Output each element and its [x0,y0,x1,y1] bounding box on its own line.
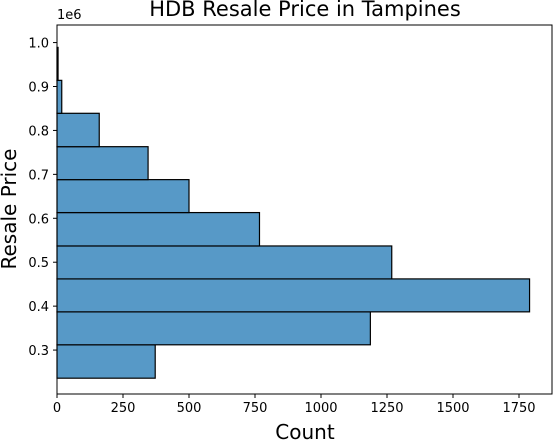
y-tick-label: 0.6 [28,212,49,227]
histogram-bar [56,79,63,114]
y-tick-label: 0.4 [28,300,49,315]
x-tick-label: 250 [111,401,136,416]
x-axis-ticks: 0 250 500 750 1000 1250 1500 1750 [53,394,536,416]
y-tick-label: 0.7 [28,168,49,183]
y-tick-label: 0.5 [28,256,49,271]
y-tick-label: 0.9 [28,81,49,96]
y-tick-label: 0.8 [28,124,49,139]
histogram-bar [56,278,531,313]
histogram-bar [56,211,261,247]
x-tick-label: 1750 [502,401,535,416]
y-offset-label: 1e6 [57,8,82,23]
x-tick-label: 1000 [304,401,337,416]
x-tick-label: 750 [243,401,268,416]
plot-frame [56,24,553,395]
x-tick-label: 0 [53,401,61,416]
histogram-bar [56,245,393,280]
histogram-bar [56,344,156,379]
y-axis-title: Resale Price [0,149,21,270]
chart-title: HDB Resale Price in Tampines [149,0,461,21]
x-tick-label: 500 [177,401,202,416]
x-axis-title: Count [275,420,335,443]
y-axis-ticks: 0.3 0.4 0.5 0.6 0.7 0.8 0.9 1.0 [28,37,57,359]
x-tick-label: 1500 [436,401,469,416]
bars-group [56,46,531,379]
x-tick-label: 1250 [370,401,403,416]
histogram-bar [56,179,190,214]
y-tick-label: 1.0 [28,37,49,52]
y-tick-label: 0.3 [28,344,49,359]
histogram-bar [56,311,371,346]
histogram-bar [56,146,149,181]
histogram-bar [56,112,100,148]
